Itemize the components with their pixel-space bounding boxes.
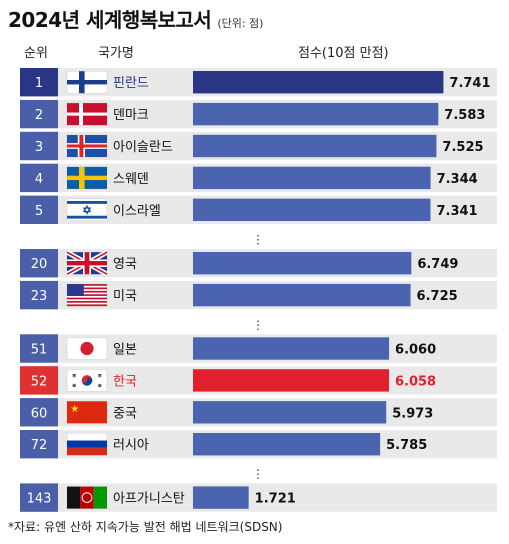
svg-text:★: ★ bbox=[70, 404, 79, 415]
country-row: 23 미국 6.725 bbox=[20, 280, 497, 310]
rank-box bbox=[20, 195, 58, 224]
score-bar bbox=[193, 486, 249, 509]
rank-box bbox=[20, 280, 58, 310]
country-row: 4 스웨덴 7.344 bbox=[20, 163, 497, 193]
country-name: 한국 bbox=[113, 374, 137, 389]
country-name: 러시아 bbox=[113, 438, 149, 453]
rank-box bbox=[20, 334, 58, 363]
country-name: 중국 bbox=[113, 406, 137, 421]
japan-flag-icon bbox=[66, 337, 108, 360]
sweden-flag-icon bbox=[66, 166, 108, 190]
country-name: 영국 bbox=[113, 257, 137, 272]
country-row: 2 덴마크 7.583 bbox=[20, 99, 497, 129]
country-row: 3 아이슬란드 7.525 bbox=[20, 131, 497, 161]
score-value-label: 7.525 bbox=[442, 140, 483, 155]
denmark-flag-icon bbox=[66, 102, 108, 126]
china-flag-icon: ★ bbox=[66, 401, 108, 424]
score-value-label: 1.721 bbox=[255, 492, 296, 507]
gap-ellipsis: ⋮ bbox=[252, 467, 264, 481]
score-value-label: 6.058 bbox=[395, 374, 436, 389]
rank-label: 3 bbox=[35, 140, 43, 155]
country-header: 국가명 bbox=[98, 46, 134, 61]
score-value-label: 7.583 bbox=[444, 108, 485, 123]
rank-header: 순위 bbox=[24, 46, 48, 61]
score-bar bbox=[193, 198, 431, 221]
rank-box bbox=[20, 68, 58, 97]
score-value-label: 5.785 bbox=[386, 438, 427, 453]
score-bar bbox=[193, 166, 431, 190]
chart-title: 2024년 세계행복보고서 bbox=[8, 8, 212, 32]
rank-box bbox=[20, 366, 58, 395]
israel-flag-icon bbox=[66, 198, 108, 222]
unit-label: (단위: 점) bbox=[217, 17, 264, 30]
gap-ellipsis: ⋮ bbox=[252, 318, 264, 332]
score-value-label: 7.341 bbox=[436, 204, 477, 219]
russia-flag-icon bbox=[66, 432, 108, 456]
rank-box bbox=[20, 163, 58, 193]
score-value-label: 7.741 bbox=[449, 76, 490, 91]
iceland-flag-icon bbox=[66, 134, 108, 158]
score-value-label: 7.344 bbox=[437, 172, 478, 187]
usa-flag-icon bbox=[66, 283, 108, 307]
rank-box bbox=[20, 131, 58, 161]
korea-flag-icon bbox=[66, 369, 108, 392]
country-name: 아프가니스탄 bbox=[113, 492, 185, 507]
score-bar bbox=[193, 283, 411, 307]
rank-box bbox=[20, 99, 58, 129]
country-row: 52 한국 6.058 bbox=[20, 366, 497, 395]
rank-label: 23 bbox=[31, 289, 48, 304]
score-value-label: 5.973 bbox=[392, 406, 433, 421]
country-name: 덴마크 bbox=[113, 108, 149, 123]
country-row: 72 러시아 5.785 bbox=[20, 430, 497, 459]
country-name: 스웨덴 bbox=[113, 172, 149, 187]
country-row: 5 이스라엘 7.341 bbox=[20, 195, 497, 224]
country-row: 20 영국 6.749 bbox=[20, 249, 497, 278]
score-bar bbox=[193, 401, 387, 424]
rank-label: 5 bbox=[35, 204, 43, 219]
country-row: 60 ★ 중국 5.973 bbox=[20, 398, 497, 427]
rank-label: 72 bbox=[31, 438, 48, 453]
rank-label: 51 bbox=[31, 343, 48, 358]
country-name: 이스라엘 bbox=[113, 204, 161, 219]
rank-label: 143 bbox=[27, 492, 52, 507]
score-bar bbox=[193, 252, 412, 275]
score-value-label: 6.749 bbox=[417, 257, 458, 272]
country-name: 일본 bbox=[113, 343, 137, 358]
finland-flag-icon bbox=[66, 70, 108, 94]
rank-box bbox=[20, 430, 58, 459]
score-bar bbox=[193, 102, 439, 126]
rank-label: 60 bbox=[31, 406, 48, 421]
country-row: 1 핀란드 7.741 bbox=[20, 68, 497, 97]
country-name: 핀란드 bbox=[113, 76, 149, 91]
score-bar bbox=[193, 71, 444, 94]
score-value-label: 6.060 bbox=[395, 343, 436, 358]
rank-label: 52 bbox=[31, 374, 48, 389]
source-note: *자료: 유엔 산하 지속가능 발전 해법 네트워크(SDSN) bbox=[8, 520, 283, 534]
country-row: 143 아프가니스탄 1.721 bbox=[20, 483, 497, 512]
gap-ellipsis: ⋮ bbox=[252, 233, 264, 247]
score-bar bbox=[193, 134, 437, 158]
score-bar bbox=[193, 369, 389, 392]
rank-label: 1 bbox=[35, 76, 43, 91]
afghanistan-flag-icon bbox=[66, 486, 108, 509]
country-name: 아이슬란드 bbox=[113, 140, 173, 155]
score-header: 점수(10점 만점) bbox=[298, 46, 389, 61]
rank-label: 2 bbox=[35, 108, 43, 123]
rank-label: 4 bbox=[35, 172, 43, 187]
country-name: 미국 bbox=[113, 289, 137, 304]
rank-box bbox=[20, 249, 58, 278]
score-bar bbox=[193, 337, 390, 360]
rank-label: 20 bbox=[31, 257, 48, 272]
chart-title-block: 2024년 세계행복보고서 (단위: 점) bbox=[8, 4, 263, 34]
rank-box bbox=[20, 483, 58, 512]
score-value-label: 6.725 bbox=[417, 289, 458, 304]
rank-box bbox=[20, 398, 58, 427]
uk-flag-icon bbox=[65, 250, 109, 277]
score-bar bbox=[193, 433, 381, 456]
country-row: 51 일본 6.060 bbox=[20, 334, 497, 363]
